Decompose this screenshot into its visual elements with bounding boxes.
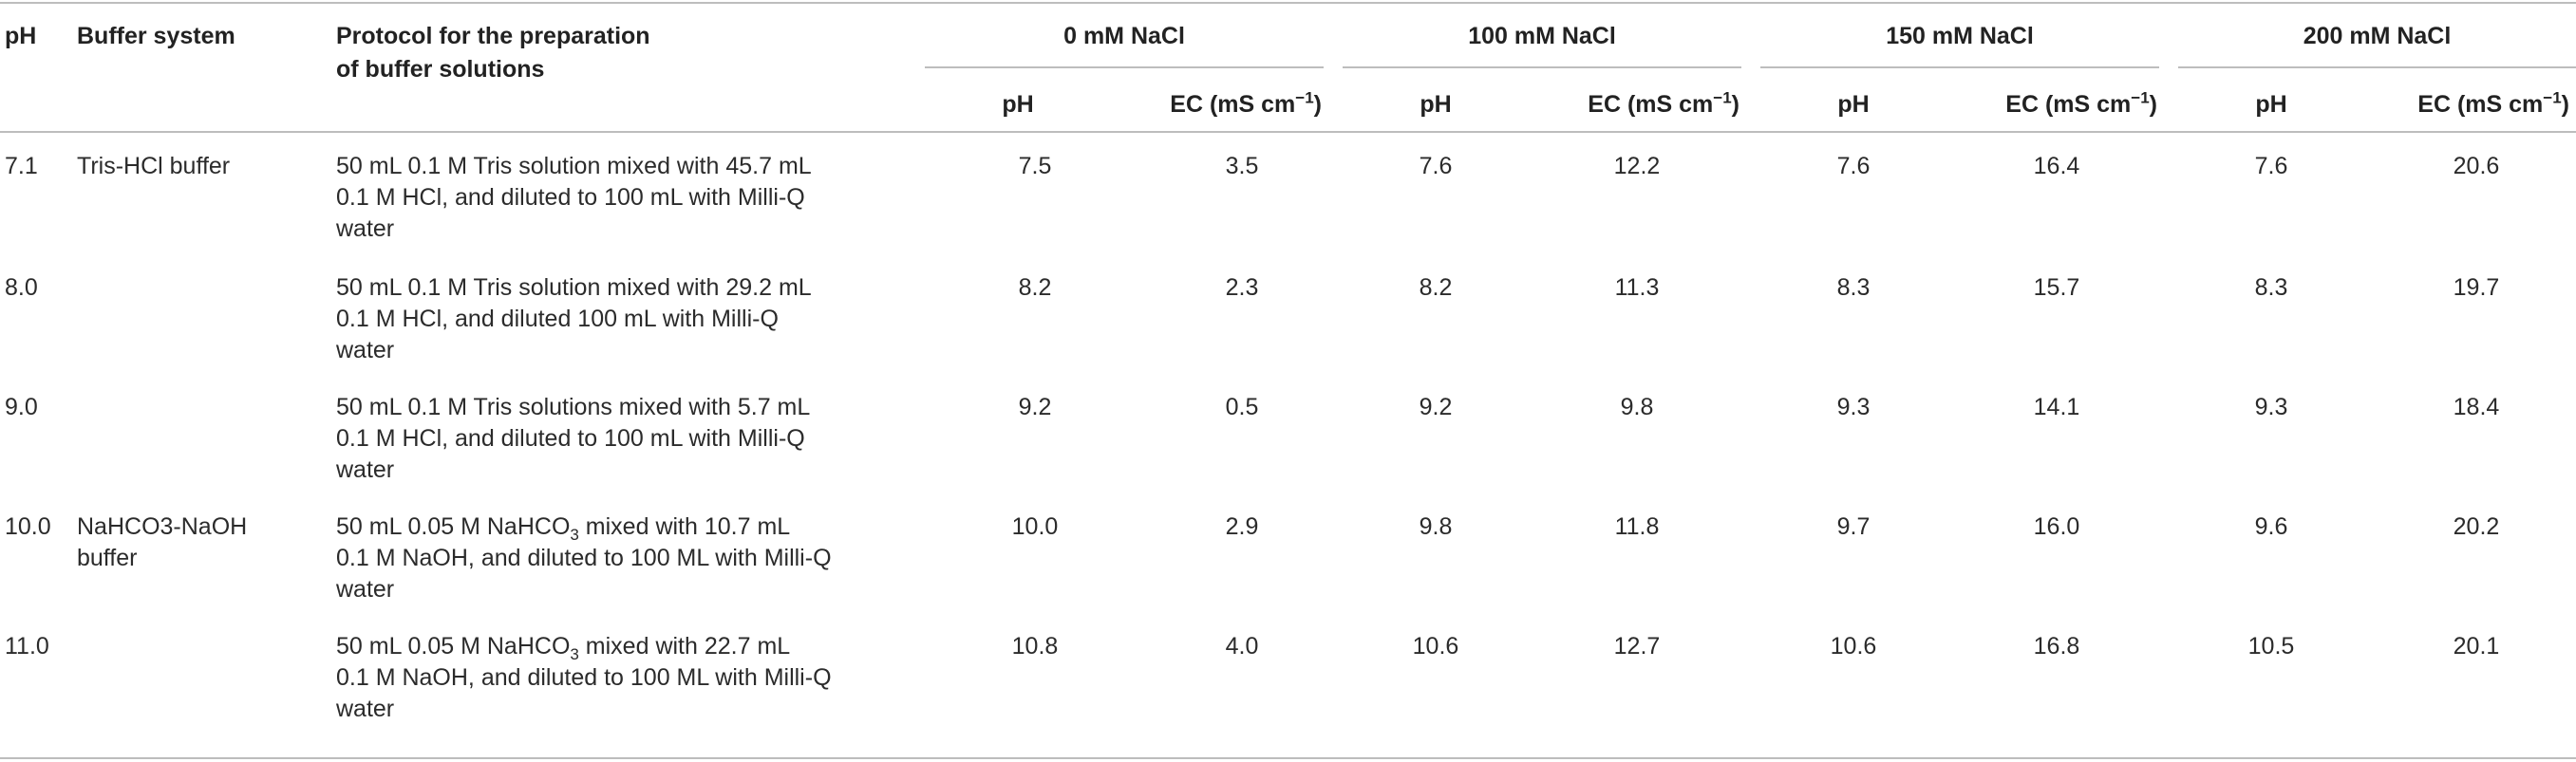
- row-protocol-line: water: [336, 215, 395, 242]
- row-ec-value: 19.7: [2453, 274, 2500, 301]
- subheader-ec: EC (mS cm−1): [1170, 88, 1322, 118]
- row-protocol-line: 0.1 M HCl, and diluted 100 mL with Milli…: [336, 306, 779, 332]
- group-rule-2: [1760, 66, 2159, 68]
- row-ph-value: 10.5: [2247, 633, 2295, 660]
- row-ph: 8.0: [5, 274, 38, 301]
- group-rule-1: [1343, 66, 1741, 68]
- row-ph-value: 7.6: [1836, 153, 1871, 179]
- subheader-ph: pH: [2255, 91, 2287, 118]
- row-ec-value: 12.2: [1613, 153, 1661, 179]
- subheader-ec: EC (mS cm−1): [2417, 88, 2569, 118]
- bottom-rule: [0, 757, 2576, 759]
- row-protocol-line: 0.1 M NaOH, and diluted to 100 ML with M…: [336, 545, 832, 571]
- row-ph: 11.0: [5, 633, 49, 660]
- row-ph-value: 7.6: [1419, 153, 1453, 179]
- row-protocol-line: 50 mL 0.05 M NaHCO3 mixed with 22.7 mL: [336, 633, 791, 663]
- row-buffer-system: Tris-HCl buffer: [77, 153, 231, 179]
- row-ph: 7.1: [5, 153, 38, 179]
- row-ph-value: 10.8: [1011, 633, 1059, 660]
- row-ec-value: 0.5: [1225, 394, 1259, 420]
- row-ph-value: 9.3: [2254, 394, 2288, 420]
- row-ec-value: 20.2: [2453, 513, 2500, 540]
- header-bottom-rule: [0, 131, 2576, 133]
- header-ph: pH: [5, 23, 37, 49]
- row-protocol-line: water: [336, 337, 395, 363]
- row-ec-value: 14.1: [2033, 394, 2080, 420]
- header-protocol-line2: of buffer solutions: [336, 56, 545, 83]
- subheader-ph: pH: [1002, 91, 1034, 118]
- row-protocol-line: 50 mL 0.1 M Tris solution mixed with 45.…: [336, 153, 812, 179]
- row-buffer-system: buffer: [77, 545, 138, 571]
- top-rule: [0, 2, 2576, 4]
- row-protocol-line: water: [336, 696, 395, 722]
- header-protocol-line1: Protocol for the preparation: [336, 23, 650, 49]
- row-ph: 9.0: [5, 394, 38, 420]
- row-ec-value: 11.3: [1614, 274, 1660, 301]
- row-protocol-line: 50 mL 0.1 M Tris solutions mixed with 5.…: [336, 394, 811, 420]
- row-ph-value: 8.3: [2254, 274, 2288, 301]
- row-ph-value: 9.8: [1419, 513, 1453, 540]
- row-ph-value: 9.7: [1836, 513, 1871, 540]
- header-group-200mm: 200 mM NaCl: [2303, 23, 2452, 49]
- row-ph-value: 10.0: [1011, 513, 1059, 540]
- row-ph-value: 10.6: [1412, 633, 1459, 660]
- row-ec-value: 18.4: [2453, 394, 2500, 420]
- row-protocol-line: 0.1 M HCl, and diluted to 100 mL with Mi…: [336, 184, 805, 211]
- row-protocol-line: 0.1 M HCl, and diluted to 100 mL with Mi…: [336, 425, 805, 452]
- row-ph-value: 8.3: [1836, 274, 1871, 301]
- row-ec-value: 9.8: [1620, 394, 1654, 420]
- header-group-0mm: 0 mM NaCl: [1063, 23, 1185, 49]
- row-ec-value: 16.8: [2033, 633, 2080, 660]
- row-ec-value: 4.0: [1225, 633, 1259, 660]
- row-ec-value: 15.7: [2033, 274, 2080, 301]
- row-protocol-line: 0.1 M NaOH, and diluted to 100 ML with M…: [336, 664, 832, 691]
- row-ph-value: 7.5: [1018, 153, 1052, 179]
- row-ph-value: 9.3: [1836, 394, 1871, 420]
- subheader-ph: pH: [1420, 91, 1452, 118]
- row-ec-value: 2.3: [1225, 274, 1259, 301]
- row-ec-value: 3.5: [1225, 153, 1259, 179]
- row-ec-value: 20.1: [2453, 633, 2500, 660]
- row-ec-value: 12.7: [1613, 633, 1661, 660]
- row-ph-value: 9.2: [1419, 394, 1453, 420]
- group-rule-0: [925, 66, 1324, 68]
- header-buffer-system: Buffer system: [77, 23, 235, 49]
- row-protocol-line: 50 mL 0.05 M NaHCO3 mixed with 10.7 mL: [336, 513, 791, 544]
- row-ph: 10.0: [5, 513, 51, 540]
- subheader-ph: pH: [1837, 91, 1870, 118]
- row-ec-value: 2.9: [1225, 513, 1259, 540]
- row-protocol-line: 50 mL 0.1 M Tris solution mixed with 29.…: [336, 274, 812, 301]
- subheader-ec: EC (mS cm−1): [1588, 88, 1739, 118]
- row-ph-value: 9.6: [2254, 513, 2288, 540]
- row-protocol-line: water: [336, 576, 395, 603]
- header-group-100mm: 100 mM NaCl: [1468, 23, 1616, 49]
- row-ec-value: 16.0: [2033, 513, 2080, 540]
- row-ec-value: 16.4: [2033, 153, 2080, 179]
- row-ph-value: 10.6: [1830, 633, 1877, 660]
- row-ec-value: 20.6: [2453, 153, 2500, 179]
- row-ph-value: 8.2: [1018, 274, 1052, 301]
- group-rule-3: [2178, 66, 2576, 68]
- row-ph-value: 8.2: [1419, 274, 1453, 301]
- row-protocol-line: water: [336, 456, 395, 483]
- row-ph-value: 7.6: [2254, 153, 2288, 179]
- row-ec-value: 11.8: [1614, 513, 1660, 540]
- header-group-150mm: 150 mM NaCl: [1886, 23, 2034, 49]
- subheader-ec: EC (mS cm−1): [2005, 88, 2157, 118]
- row-buffer-system: NaHCO3-NaOH: [77, 513, 248, 540]
- row-ph-value: 9.2: [1018, 394, 1052, 420]
